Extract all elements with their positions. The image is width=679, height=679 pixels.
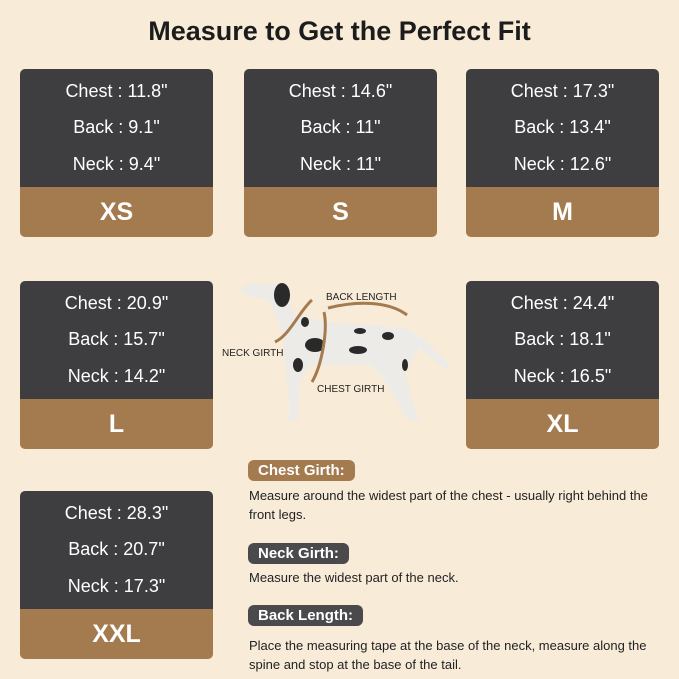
page-title: Measure to Get the Perfect Fit: [148, 16, 531, 46]
neck-girth-heading: Neck Girth:: [248, 543, 349, 564]
chest-girth-label: CHEST GIRTH: [317, 384, 384, 395]
size-label: XXL: [20, 609, 213, 659]
neck-value: Neck : 12.6": [513, 154, 612, 175]
chest-value: Chest : 20.9": [64, 292, 169, 313]
back-value: Back : 15.7": [68, 329, 165, 350]
dog-illustration: [240, 283, 452, 420]
chest-girth-heading: Chest Girth:: [248, 460, 355, 481]
neck-girth-description: Measure the widest part of the neck.: [249, 570, 459, 585]
size-card-l: Chest : 20.9" Back : 15.7" Neck : 14.2" L: [20, 281, 213, 449]
back-value: Back : 18.1": [514, 329, 611, 350]
size-card-m: Chest : 17.3" Back : 13.4" Neck : 12.6" M: [466, 69, 659, 237]
neck-value: Neck : 11": [299, 154, 382, 175]
chest-value: Chest : 28.3": [64, 502, 169, 523]
chest-girth-description: Measure around the widest part of the ch…: [249, 488, 648, 522]
back-value: Back : 9.1": [73, 117, 160, 138]
back-value: Back : 11": [300, 117, 381, 138]
chest-value: Chest : 11.8": [65, 80, 168, 101]
size-card-xl: Chest : 24.4" Back : 18.1" Neck : 16.5" XL: [466, 281, 659, 449]
chest-value: Chest : 14.6": [288, 80, 393, 101]
neck-value: Neck : 16.5": [513, 366, 612, 387]
chest-value: Chest : 17.3": [510, 80, 615, 101]
chest-girth-line: [310, 311, 327, 383]
size-label: XS: [20, 187, 213, 237]
size-label: M: [466, 187, 659, 237]
back-value: Back : 13.4": [514, 117, 611, 138]
back-length-label: BACK LENGTH: [326, 292, 397, 303]
neck-girth-label: NECK GIRTH: [222, 348, 284, 359]
size-label: L: [20, 399, 213, 449]
neck-value: Neck : 17.3": [67, 576, 166, 597]
chest-value: Chest : 24.4": [510, 292, 615, 313]
back-value: Back : 20.7": [68, 539, 165, 560]
size-label: S: [244, 187, 437, 237]
size-card-s: Chest : 14.6" Back : 11" Neck : 11" S: [244, 69, 437, 237]
back-length-description: Place the measuring tape at the base of …: [249, 638, 647, 672]
size-label: XL: [466, 399, 659, 449]
size-card-xxl: Chest : 28.3" Back : 20.7" Neck : 17.3" XX…: [20, 491, 213, 659]
neck-value: Neck : 14.2": [67, 366, 166, 387]
neck-girth-line: [274, 298, 314, 344]
neck-value: Neck : 9.4": [72, 154, 161, 175]
back-length-heading: Back Length:: [248, 605, 364, 626]
size-card-xs: Chest : 11.8" Back : 9.1" Neck : 9.4" XS: [20, 69, 213, 237]
back-length-line: [327, 301, 408, 317]
dalmatian-measurement-diagram: BACK LENGTH NECK GIRTH CHEST GIRTH: [222, 283, 452, 420]
